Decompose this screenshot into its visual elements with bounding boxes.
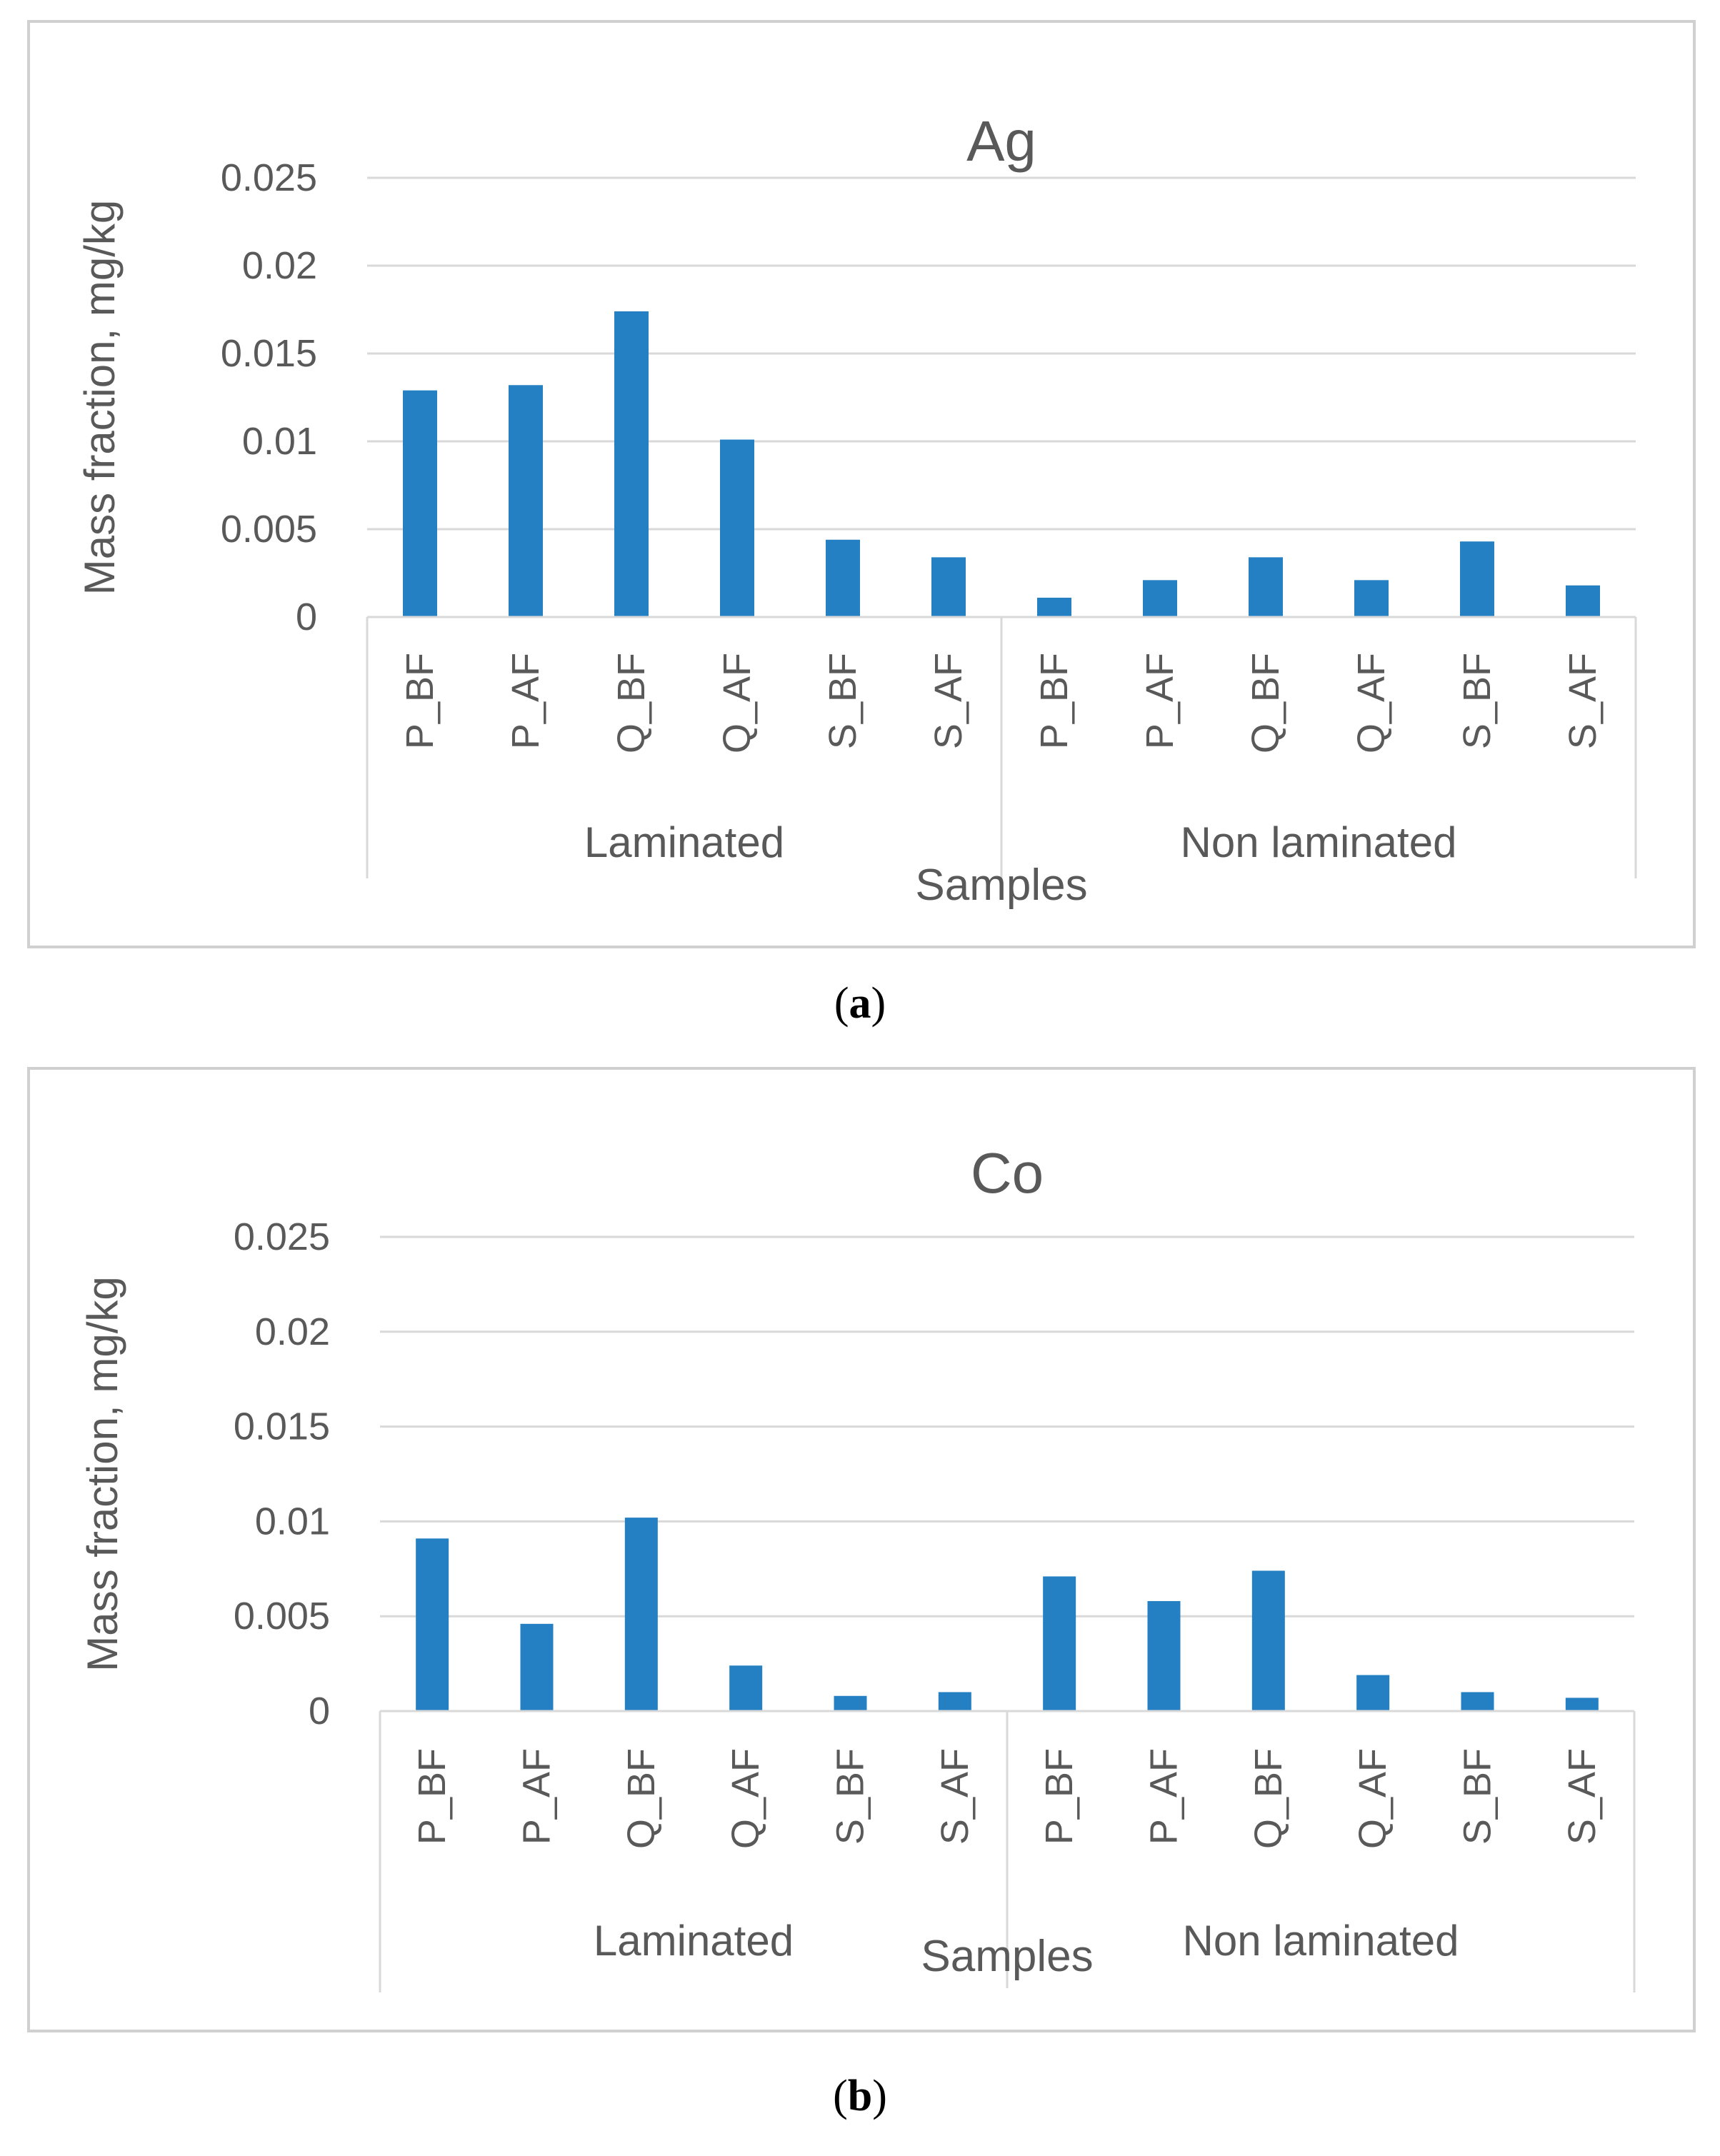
co-category-label: Q_BF <box>620 1748 663 1849</box>
co-ytick-label: 0.02 <box>255 1310 330 1353</box>
co-category-label: Q_AF <box>724 1748 767 1849</box>
co-category-label: P_BF <box>411 1748 454 1845</box>
co-bar-s-bf <box>1461 1692 1494 1711</box>
co-bar-s-af <box>1565 1698 1599 1711</box>
ag-ytick-label: 0.025 <box>221 156 317 199</box>
ag-ytick-label: 0.01 <box>242 420 317 463</box>
co-ytick-label: 0.015 <box>234 1405 330 1448</box>
co-bar-q-af <box>1356 1675 1390 1711</box>
co-ytick-label: 0.01 <box>255 1500 330 1543</box>
co-ytick-label: 0.005 <box>234 1595 330 1638</box>
co-bar-p-af <box>520 1623 554 1711</box>
ag-group-label: Non laminated <box>1181 818 1457 866</box>
ag-bar-q-af <box>720 439 754 617</box>
co-bar-p-af <box>1147 1600 1181 1711</box>
ag-bar-q-bf <box>614 311 649 617</box>
co-group-label: Non laminated <box>1183 1917 1459 1965</box>
co-category-label: S_BF <box>829 1748 872 1845</box>
caption-a: (a) <box>834 979 886 1028</box>
chart-co: Co 0 0.005 0.01 0.015 0.02 0.025 Mass fraction,… <box>79 1141 1636 1992</box>
ag-ytick-label: 0.02 <box>242 244 317 287</box>
ag-bar-p-af <box>1143 580 1177 617</box>
ag-title: Ag <box>966 109 1036 173</box>
ag-category-label: P_AF <box>1139 653 1181 749</box>
co-bar-p-bf <box>416 1538 449 1711</box>
ag-ylabel: Mass fraction, mg/kg <box>76 200 124 596</box>
ag-category-label: S_AF <box>927 653 970 749</box>
ag-category-label: Q_AF <box>1350 653 1393 753</box>
ag-category-label: Q_AF <box>716 653 759 753</box>
ag-bar-p-bf <box>403 390 437 617</box>
chart-panel-co: Co 0 0.005 0.01 0.015 0.02 0.025 Mass fraction,… <box>27 1067 1696 2032</box>
co-category-label: P_BF <box>1038 1748 1081 1845</box>
ag-category-label: S_AF <box>1561 653 1604 749</box>
ag-ytick-label: 0.005 <box>221 508 317 551</box>
co-bar-p-bf <box>1043 1576 1076 1711</box>
co-category-label: S_BF <box>1456 1748 1499 1845</box>
ag-bar-p-bf <box>1037 597 1071 617</box>
ag-bar-p-af <box>509 385 543 617</box>
co-ylabel: Mass fraction, mg/kg <box>79 1276 126 1672</box>
co-bar-q-bf <box>624 1518 658 1711</box>
ag-ytick-label: 0 <box>296 596 317 638</box>
ag-category-label: P_BF <box>1033 653 1076 749</box>
co-category-label: S_AF <box>934 1748 976 1845</box>
co-category-label: Q_AF <box>1351 1748 1394 1849</box>
co-ytick-label: 0.025 <box>234 1215 330 1258</box>
co-xlabel: Samples <box>921 1932 1093 1981</box>
co-category-label: P_AF <box>1143 1748 1186 1845</box>
ag-category-label: P_BF <box>399 653 441 749</box>
ag-category-label: Q_BF <box>1244 653 1287 753</box>
chart-panel-ag: Ag 0 0.005 0.01 0.015 0.02 0.025 Mass fraction,… <box>27 20 1696 948</box>
co-title: Co <box>971 1141 1044 1205</box>
ag-bar-q-af <box>1354 580 1389 617</box>
co-bar-s-af <box>938 1692 971 1711</box>
co-category-label: S_AF <box>1561 1748 1604 1845</box>
ag-category-label: P_AF <box>504 653 547 749</box>
chart-ag: Ag 0 0.005 0.01 0.015 0.02 0.025 Mass fraction,… <box>76 109 1637 910</box>
ag-bar-s-bf <box>1460 541 1494 617</box>
co-bar-q-af <box>729 1665 763 1711</box>
caption-b: (b) <box>833 2072 887 2120</box>
ag-bar-s-af <box>1566 585 1600 617</box>
ag-bar-s-bf <box>826 539 860 617</box>
ag-category-label: S_BF <box>821 653 864 749</box>
ag-ytick-label: 0.015 <box>221 332 317 375</box>
co-bar-s-bf <box>834 1695 867 1711</box>
ag-category-label: Q_BF <box>610 653 653 753</box>
ag-bar-s-af <box>931 557 966 617</box>
co-group-label: Laminated <box>594 1917 794 1965</box>
ag-xlabel: Samples <box>915 861 1087 910</box>
co-bar-q-bf <box>1251 1570 1285 1711</box>
co-category-label: Q_BF <box>1247 1748 1290 1849</box>
co-ytick-label: 0 <box>309 1690 330 1733</box>
co-category-label: P_AF <box>516 1748 559 1845</box>
ag-group-label: Laminated <box>584 818 784 866</box>
ag-category-label: S_BF <box>1456 653 1499 749</box>
ag-bar-q-bf <box>1249 557 1283 617</box>
